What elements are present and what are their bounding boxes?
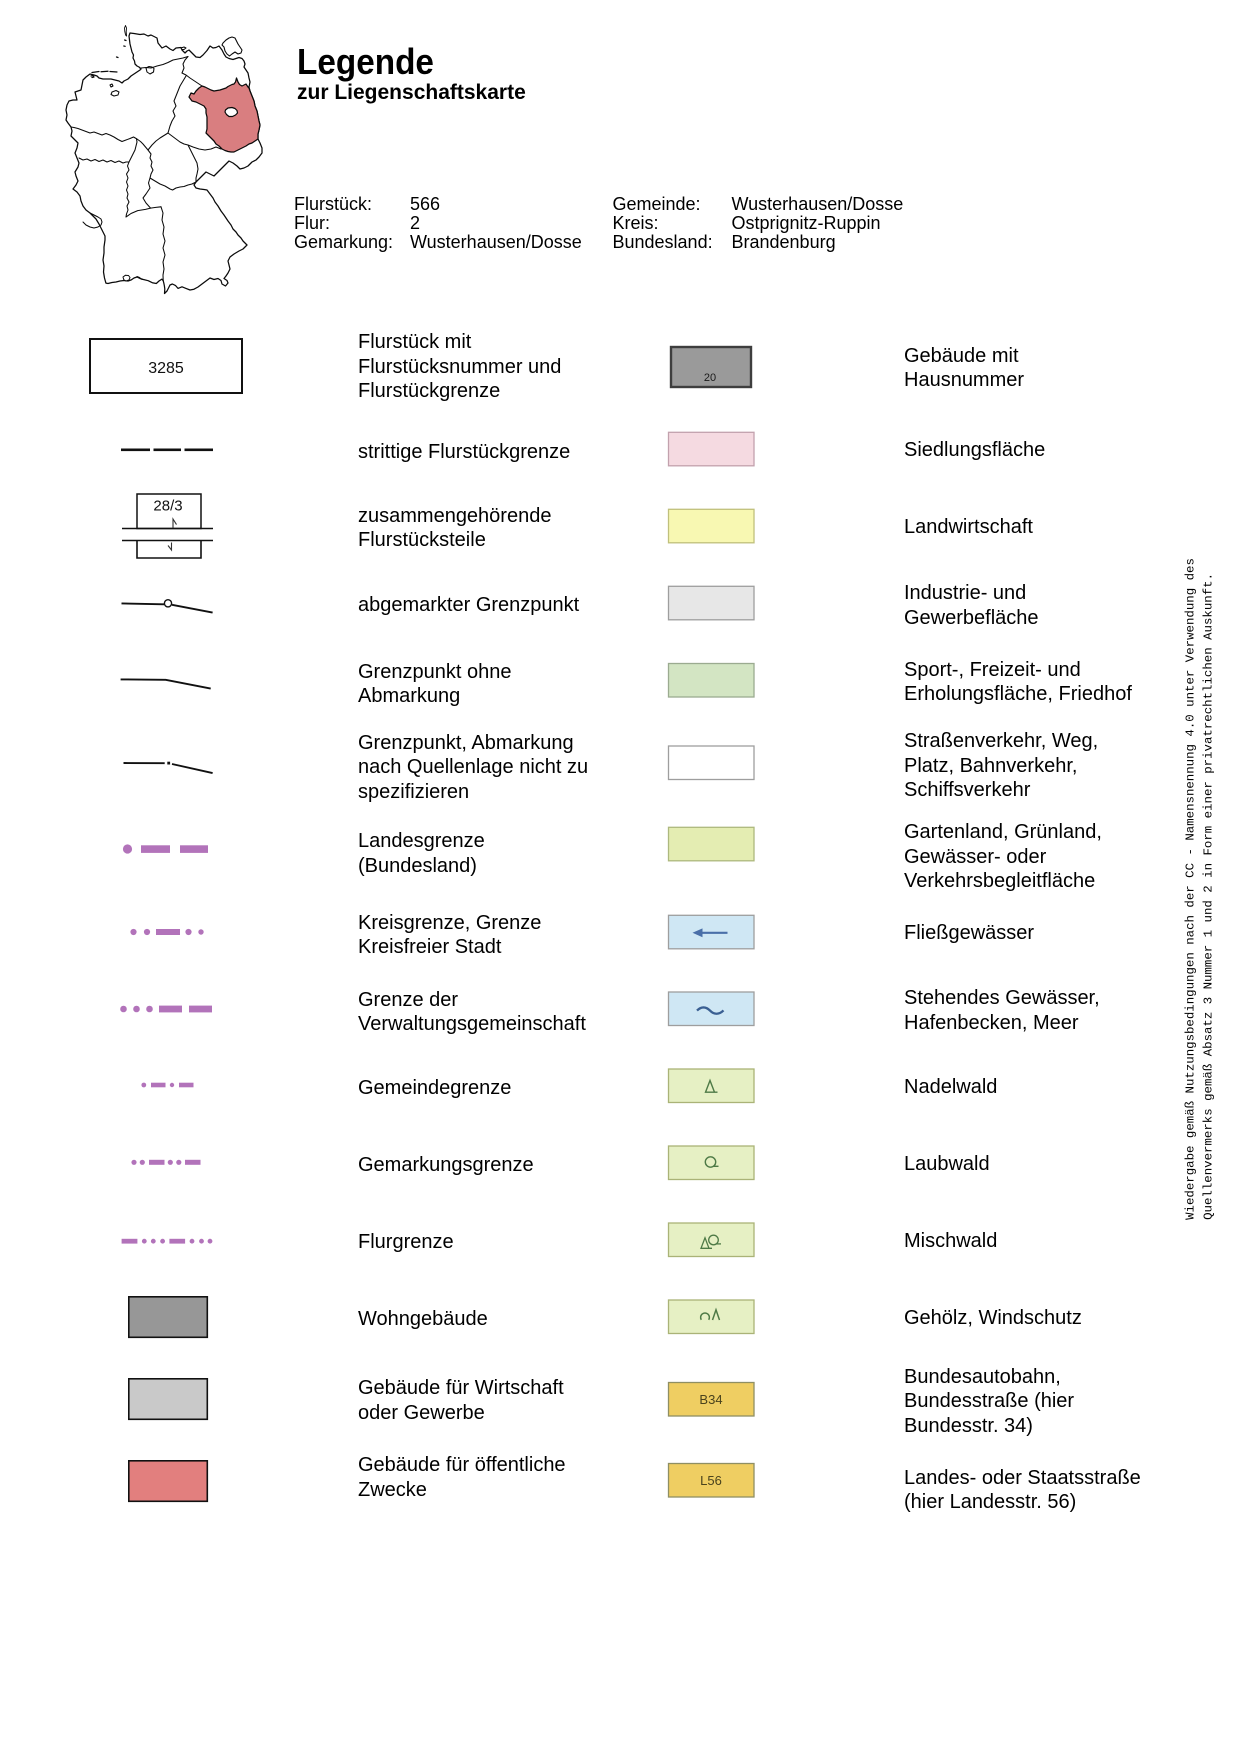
svg-text:L56: L56 bbox=[700, 1473, 722, 1488]
svg-text:3285: 3285 bbox=[148, 360, 184, 377]
svg-text:B34: B34 bbox=[699, 1392, 722, 1407]
svg-text:20: 20 bbox=[704, 372, 716, 384]
svg-text:28/3: 28/3 bbox=[153, 498, 182, 515]
